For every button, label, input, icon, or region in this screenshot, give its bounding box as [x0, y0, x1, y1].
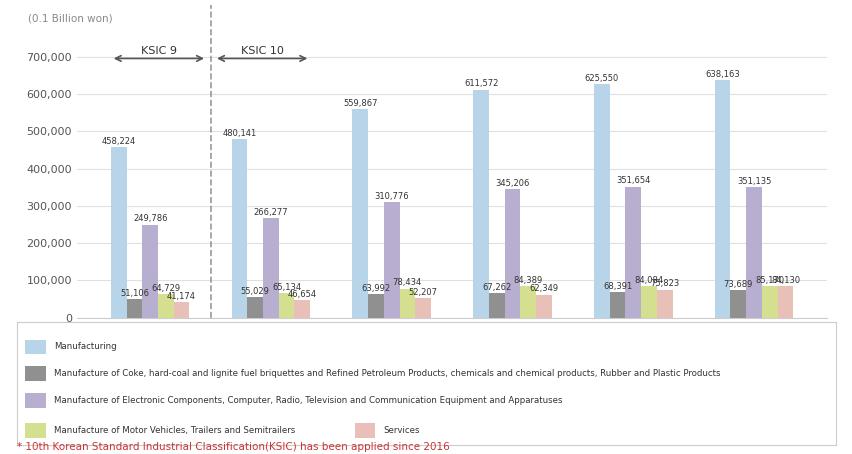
Text: 51,106: 51,106 — [120, 289, 149, 298]
Bar — [174, 302, 189, 318]
Bar — [535, 295, 551, 318]
Text: 65,134: 65,134 — [272, 283, 301, 292]
Text: 480,141: 480,141 — [222, 128, 256, 138]
Bar — [383, 202, 399, 318]
Text: 85,170: 85,170 — [754, 276, 783, 285]
Text: 351,135: 351,135 — [736, 177, 770, 186]
Text: 249,786: 249,786 — [133, 214, 167, 223]
Bar — [729, 290, 746, 318]
Text: 55,029: 55,029 — [240, 287, 269, 296]
FancyBboxPatch shape — [26, 340, 46, 354]
Text: 345,206: 345,206 — [495, 179, 529, 188]
Bar — [158, 294, 174, 318]
FancyBboxPatch shape — [26, 423, 46, 438]
Bar — [656, 290, 671, 318]
Text: Manufacture of Electronic Components, Computer, Radio, Television and Communicat: Manufacture of Electronic Components, Co… — [54, 396, 561, 405]
Bar — [609, 292, 625, 318]
Bar — [111, 147, 126, 318]
Bar — [625, 187, 641, 318]
FancyBboxPatch shape — [26, 366, 46, 381]
Text: 67,262: 67,262 — [481, 282, 511, 291]
Bar — [126, 299, 142, 318]
Text: 75,823: 75,823 — [649, 279, 678, 288]
Text: * 10th Korean Standard Industrial Classification(KSIC) has been applied since 20: * 10th Korean Standard Industrial Classi… — [17, 442, 449, 452]
Text: Services: Services — [383, 426, 419, 435]
Text: KSIC 9: KSIC 9 — [141, 46, 176, 56]
Bar — [488, 293, 504, 318]
Text: 52,207: 52,207 — [408, 288, 437, 297]
Bar — [368, 294, 383, 318]
Text: (0.1 Billion won): (0.1 Billion won) — [28, 14, 112, 24]
Text: Manufacture of Coke, hard-coal and lignite fuel briquettes and Refined Petroleum: Manufacture of Coke, hard-coal and ligni… — [54, 369, 720, 378]
Bar — [399, 289, 415, 318]
Bar — [504, 189, 520, 318]
Text: 559,867: 559,867 — [343, 99, 377, 108]
FancyBboxPatch shape — [354, 423, 375, 438]
Text: 41,174: 41,174 — [167, 292, 196, 301]
Text: 310,776: 310,776 — [374, 192, 408, 201]
Text: Manufacture of Motor Vehicles, Trailers and Semitrailers: Manufacture of Motor Vehicles, Trailers … — [54, 426, 295, 435]
Bar — [746, 187, 761, 318]
Text: 68,391: 68,391 — [602, 282, 631, 291]
Bar — [714, 79, 729, 318]
Text: 84,389: 84,389 — [513, 276, 542, 285]
Text: 458,224: 458,224 — [101, 137, 135, 146]
FancyBboxPatch shape — [26, 394, 46, 408]
Bar — [777, 286, 792, 318]
Text: 62,349: 62,349 — [529, 284, 558, 293]
Text: 638,163: 638,163 — [705, 69, 740, 79]
Bar — [761, 286, 777, 318]
Text: 611,572: 611,572 — [463, 79, 498, 89]
Bar — [262, 218, 279, 318]
Text: 84,084: 84,084 — [634, 276, 663, 285]
Text: Manufacturing: Manufacturing — [54, 342, 117, 351]
Bar — [641, 286, 656, 318]
Text: 46,654: 46,654 — [287, 290, 316, 299]
Text: 78,434: 78,434 — [392, 278, 422, 287]
Bar — [352, 109, 368, 318]
Bar — [247, 297, 262, 318]
Text: 64,729: 64,729 — [151, 284, 180, 292]
Text: 625,550: 625,550 — [584, 74, 619, 83]
Text: KSIC 10: KSIC 10 — [240, 46, 283, 56]
Bar — [142, 225, 158, 318]
Bar — [593, 84, 609, 318]
Bar — [473, 89, 488, 318]
Bar — [520, 286, 535, 318]
Bar — [279, 293, 294, 318]
Text: 266,277: 266,277 — [253, 208, 288, 217]
Bar — [415, 298, 430, 318]
Text: 351,654: 351,654 — [615, 177, 650, 186]
Text: 73,689: 73,689 — [722, 280, 752, 289]
Text: 63,992: 63,992 — [361, 284, 390, 293]
Bar — [232, 138, 247, 318]
Text: 84,130: 84,130 — [770, 276, 799, 285]
Bar — [294, 301, 310, 318]
